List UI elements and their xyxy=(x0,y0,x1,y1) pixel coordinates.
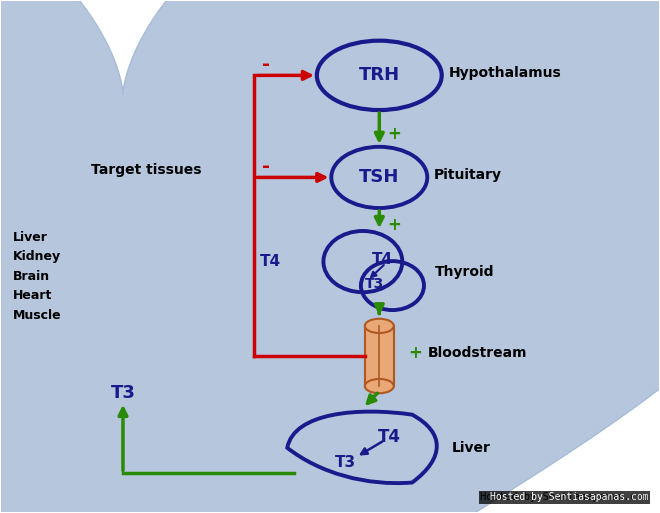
Text: +: + xyxy=(408,344,422,363)
Text: -: - xyxy=(262,156,270,175)
Text: T4: T4 xyxy=(378,428,401,446)
Text: Liver
Kidney
Brain
Heart
Muscle: Liver Kidney Brain Heart Muscle xyxy=(13,231,62,322)
Ellipse shape xyxy=(365,319,394,333)
Text: T3: T3 xyxy=(364,277,383,290)
Text: Bloodstream: Bloodstream xyxy=(428,346,527,361)
Text: +: + xyxy=(387,125,401,143)
Text: Hosted by Sentiasapanas.com: Hosted by Sentiasapanas.com xyxy=(490,492,649,502)
Text: -: - xyxy=(262,55,270,74)
Text: T4: T4 xyxy=(372,251,393,267)
Text: Thyroid: Thyroid xyxy=(435,265,494,279)
Text: T3: T3 xyxy=(335,455,356,469)
Text: Hypothalamus: Hypothalamus xyxy=(448,66,561,80)
Text: Hosted by Sentiasapanas.com: Hosted by Sentiasapanas.com xyxy=(480,492,649,502)
Text: +: + xyxy=(387,215,401,233)
Text: TSH: TSH xyxy=(359,168,399,186)
Text: Liver: Liver xyxy=(451,441,490,455)
Text: TRH: TRH xyxy=(359,66,400,84)
Text: T4: T4 xyxy=(259,254,280,269)
Text: T3: T3 xyxy=(110,384,135,402)
Text: Pituitary: Pituitary xyxy=(434,168,502,182)
Text: Target tissues: Target tissues xyxy=(90,163,201,177)
Ellipse shape xyxy=(365,379,394,393)
Bar xyxy=(365,326,394,386)
